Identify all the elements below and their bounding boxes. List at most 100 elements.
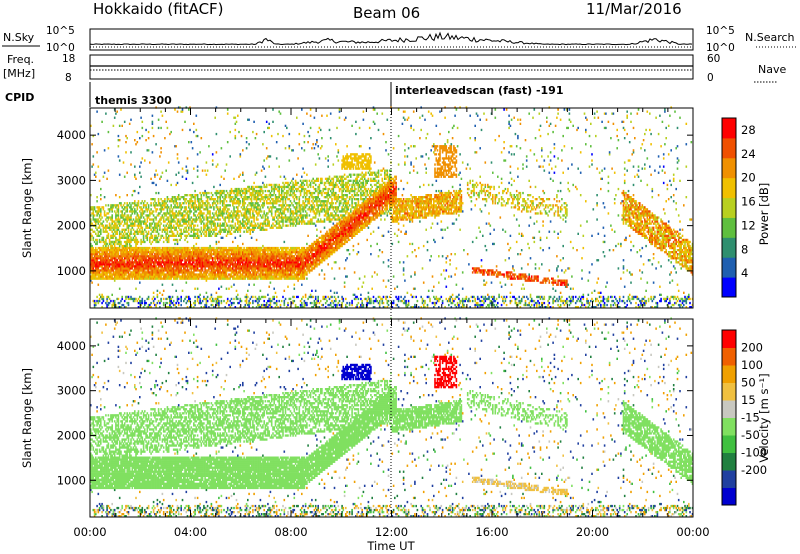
power-cell xyxy=(139,249,141,252)
power-cell xyxy=(142,269,145,272)
power-cell xyxy=(248,226,250,229)
power-cell xyxy=(117,271,120,274)
power-cell xyxy=(284,177,287,180)
power-cell xyxy=(145,257,147,260)
power-cell xyxy=(224,218,226,221)
power-cell xyxy=(160,273,162,276)
power-cell xyxy=(145,222,147,225)
power-cell xyxy=(235,120,238,123)
power-cell xyxy=(201,206,204,209)
power-cell xyxy=(122,208,125,211)
power-cell xyxy=(177,171,180,174)
power-cell xyxy=(128,244,131,248)
power-cell xyxy=(162,240,165,244)
power-cell xyxy=(260,194,263,197)
power-cell xyxy=(136,253,139,256)
power-cell xyxy=(189,218,191,221)
power-cell xyxy=(107,232,110,235)
power-cell xyxy=(120,236,122,239)
power-cell xyxy=(154,226,156,229)
power-cell xyxy=(159,228,161,231)
power-cell xyxy=(127,228,130,231)
power-cell xyxy=(247,198,249,201)
power-cell xyxy=(213,230,215,233)
power-cell xyxy=(146,273,149,276)
power-cell xyxy=(278,249,280,252)
power-cell xyxy=(130,275,132,278)
power-cell xyxy=(152,301,155,305)
power-cell xyxy=(137,220,140,223)
power-cell xyxy=(98,224,101,227)
power-cell xyxy=(146,224,149,227)
power-cell xyxy=(233,177,235,180)
power-cell xyxy=(90,249,92,252)
power-cell xyxy=(115,277,117,280)
power-cell xyxy=(259,297,262,301)
power-cell xyxy=(215,204,218,207)
power-cell xyxy=(209,204,211,207)
power-cell xyxy=(218,299,220,303)
power-cell xyxy=(130,240,132,244)
power-cell xyxy=(149,267,151,270)
power-cell xyxy=(144,200,146,203)
power-cell xyxy=(121,236,123,239)
power-cell xyxy=(115,267,117,270)
power-cell xyxy=(206,222,209,225)
power-cell xyxy=(249,230,252,233)
power-cell xyxy=(132,210,135,213)
power-cell xyxy=(105,218,107,221)
power-cell xyxy=(113,242,116,246)
power-cell xyxy=(121,267,123,270)
power-cell xyxy=(122,261,125,264)
power-cell xyxy=(125,141,127,144)
power-cell xyxy=(160,253,162,256)
power-cell xyxy=(215,165,218,168)
power-cell xyxy=(250,261,253,264)
power-cell xyxy=(110,236,112,239)
power-cell xyxy=(128,265,131,268)
power-cell xyxy=(151,210,154,213)
power-cell xyxy=(152,291,155,294)
power-cell xyxy=(230,273,233,276)
power-cell xyxy=(282,202,284,205)
power-cell xyxy=(170,204,172,207)
power-cell xyxy=(216,189,219,193)
power-cell xyxy=(125,249,127,252)
power-cell xyxy=(140,216,142,219)
power-cell xyxy=(97,246,100,250)
power-cell xyxy=(139,273,141,276)
power-cell xyxy=(108,224,111,227)
power-cell xyxy=(91,206,93,209)
power-cell xyxy=(218,287,220,290)
power-cell xyxy=(228,287,230,290)
nave-tick-high: 60 xyxy=(707,53,720,65)
power-cell xyxy=(98,208,101,211)
power-cell xyxy=(130,208,132,211)
power-cell xyxy=(139,206,141,209)
power-cell xyxy=(156,238,159,242)
power-cell xyxy=(131,224,134,227)
power-cell xyxy=(91,253,93,256)
power-cell xyxy=(151,253,154,256)
power-cell xyxy=(135,210,137,213)
power-cell xyxy=(137,226,140,229)
power-cell xyxy=(98,297,101,301)
power-cell xyxy=(105,275,107,278)
power-cell xyxy=(135,261,137,264)
power-cell xyxy=(112,246,115,250)
power-cell xyxy=(120,273,122,276)
power-cell xyxy=(98,257,101,260)
power-cell xyxy=(121,271,123,274)
power-cell xyxy=(137,222,140,225)
power-cell xyxy=(111,275,113,278)
power-cell xyxy=(111,261,113,264)
power-cell xyxy=(157,255,160,258)
power-cell xyxy=(137,261,140,264)
power-cell xyxy=(146,255,149,258)
power-cell xyxy=(181,175,184,178)
power-cell xyxy=(126,238,128,242)
power-cell xyxy=(188,222,190,225)
power-cell xyxy=(135,238,137,242)
power-cell xyxy=(190,141,193,144)
power-cell xyxy=(95,275,97,278)
